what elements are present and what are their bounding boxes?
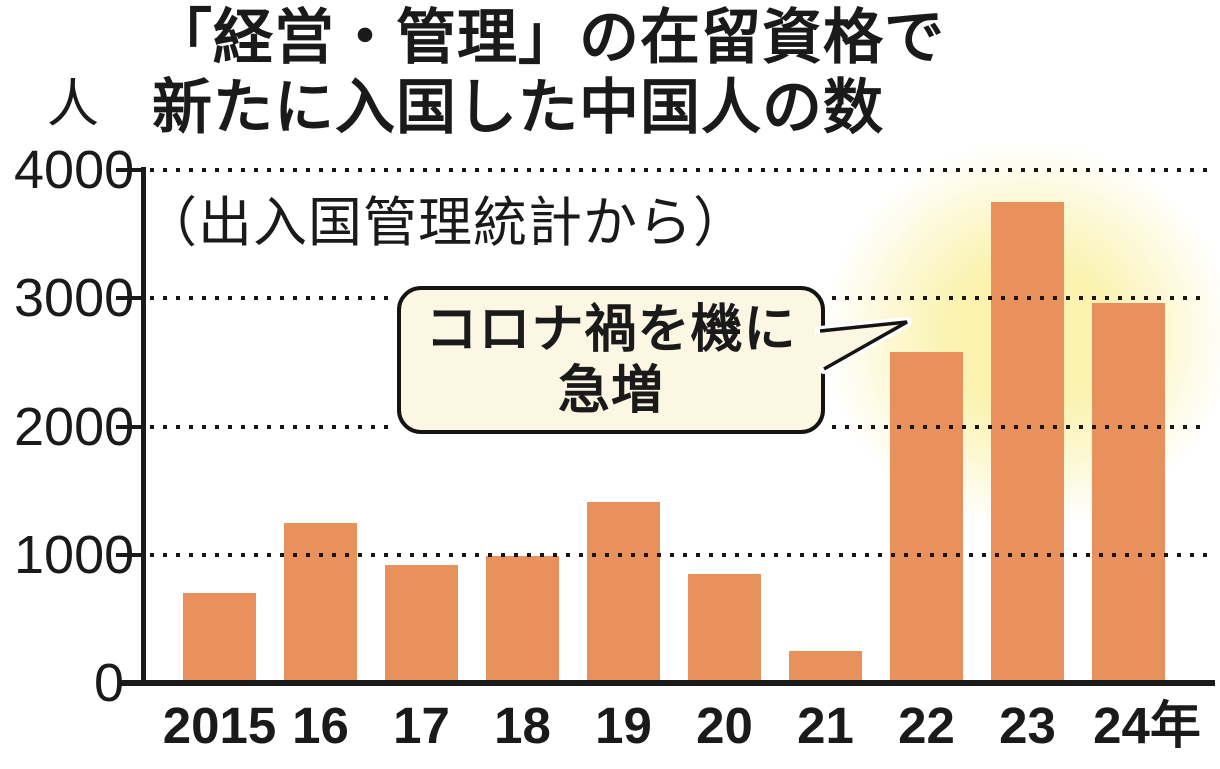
bar-21	[789, 651, 862, 683]
gridline-1000	[150, 553, 1208, 557]
x-label-19: 19	[595, 697, 652, 754]
y-label-1000: 1000	[14, 525, 135, 585]
bar-24年	[1092, 303, 1165, 683]
chart-title-line1: 「経営・管理」の在留資格で	[152, 4, 945, 71]
x-axis-line	[118, 680, 1215, 686]
y-tick-2000	[116, 425, 143, 429]
x-label-16: 16	[292, 697, 349, 754]
y-label-0: 0	[93, 653, 124, 713]
y-axis-line	[141, 167, 146, 685]
bar-22	[890, 352, 963, 683]
callout-bubble: コロナ禍を機に 急増	[397, 286, 825, 434]
gridline-2000	[150, 425, 393, 429]
bar-18	[486, 556, 559, 683]
x-label-18: 18	[494, 697, 551, 754]
gridline-3000	[150, 296, 393, 300]
bar-17	[385, 565, 458, 683]
x-label-21: 21	[797, 697, 854, 754]
gridline-2000	[832, 425, 1208, 429]
y-tick-3000	[116, 296, 143, 300]
y-label-4000: 4000	[14, 140, 135, 200]
y-label-3000: 3000	[14, 268, 135, 328]
bar-2015	[183, 593, 256, 683]
x-label-23: 23	[999, 697, 1056, 754]
bar-19	[587, 502, 660, 683]
gridline-4000	[150, 168, 1208, 172]
x-label-20: 20	[696, 697, 753, 754]
y-label-2000: 2000	[14, 397, 135, 457]
x-label-24年: 24年	[1093, 697, 1201, 754]
x-label-2015: 2015	[162, 697, 277, 754]
y-tick-4000	[116, 168, 143, 172]
x-label-17: 17	[393, 697, 450, 754]
bar-23	[991, 202, 1064, 683]
source-note: （出入国管理統計から）	[143, 193, 748, 253]
callout-text-line2: 急増	[557, 362, 664, 420]
y-axis-unit-label: 人	[46, 76, 99, 134]
bar-16	[284, 523, 357, 683]
y-tick-1000	[116, 553, 143, 557]
x-label-22: 22	[898, 697, 955, 754]
callout-text-line1: コロナ禍を機に	[425, 301, 797, 359]
gridline-3000	[832, 296, 1208, 300]
chart-title-line2: 新たに入国した中国人の数	[152, 74, 884, 141]
bar-20	[688, 574, 761, 683]
